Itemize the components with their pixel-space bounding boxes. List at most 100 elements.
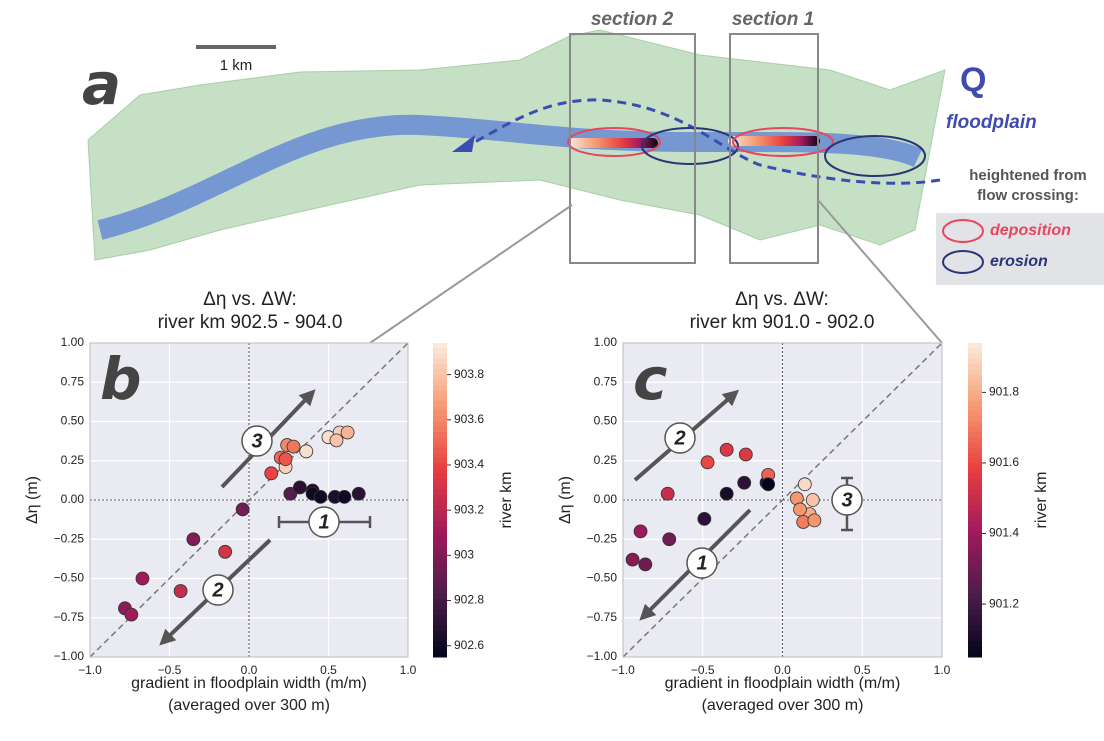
panel-label: c bbox=[633, 345, 667, 413]
y-tick-label: −0.25 bbox=[54, 531, 85, 545]
colorbar-cell bbox=[433, 604, 447, 611]
zoom-line bbox=[817, 199, 943, 344]
colorbar-cell bbox=[968, 505, 982, 511]
annotation-label: 1 bbox=[318, 511, 329, 533]
y-tick-label: 0.25 bbox=[594, 453, 618, 467]
colorbar-cell bbox=[433, 573, 447, 579]
legend-label: erosion bbox=[990, 253, 1048, 270]
map-panel: 1 km a section 2 section 1 Q floodplain … bbox=[82, 9, 1104, 344]
legend-label: deposition bbox=[990, 222, 1071, 239]
colorbar-cell bbox=[433, 421, 447, 428]
point bbox=[737, 475, 752, 490]
colorbar-cell bbox=[968, 395, 982, 402]
annotation-circle bbox=[831, 484, 863, 516]
colorbar-cell bbox=[968, 494, 982, 501]
colorbar-cell bbox=[433, 489, 447, 496]
point bbox=[719, 442, 734, 457]
y-tick-label: 0.25 bbox=[61, 453, 85, 467]
chart-subtitle: river km 902.5 - 904.0 bbox=[158, 312, 343, 333]
colorbar-cell bbox=[433, 500, 447, 506]
y-tick-label: 1.00 bbox=[61, 335, 85, 349]
colorbar-cell bbox=[433, 390, 447, 396]
colorbar-cell bbox=[433, 458, 447, 464]
colorbar-cell bbox=[433, 452, 447, 459]
colorbar-cell bbox=[433, 588, 447, 595]
colorbar-cell bbox=[968, 426, 982, 433]
x-tick-label: 0.5 bbox=[320, 663, 337, 677]
annotation-label: 1 bbox=[696, 552, 707, 574]
colorbar-tick-label: 901.6 bbox=[989, 455, 1019, 469]
colorbar-label: river km bbox=[1033, 472, 1050, 529]
point bbox=[793, 502, 807, 517]
colorbar-cell bbox=[968, 609, 982, 616]
point bbox=[625, 552, 640, 567]
colorbar-cell bbox=[968, 442, 982, 449]
point bbox=[719, 486, 734, 501]
colorbar-tick-label: 901.8 bbox=[989, 385, 1019, 399]
colorbar-cell bbox=[433, 431, 447, 438]
section-points bbox=[568, 138, 658, 148]
note: flow crossing: bbox=[977, 187, 1079, 204]
colorbar-cell bbox=[433, 520, 447, 527]
x-axis-label: (averaged over 300 m) bbox=[702, 697, 864, 714]
colorbar-tick-label: 901.2 bbox=[989, 596, 1019, 610]
colorbar-cell bbox=[968, 604, 982, 611]
y-tick-label: 0.75 bbox=[61, 374, 85, 388]
annotation-circle bbox=[241, 425, 273, 457]
x-axis-label: (averaged over 300 m) bbox=[168, 697, 330, 714]
y-tick-label: 0.50 bbox=[594, 414, 618, 428]
colorbar-cell bbox=[968, 437, 982, 443]
colorbar-cell bbox=[968, 416, 982, 422]
erosion-ellipse bbox=[824, 135, 926, 177]
x-tick-label: −0.5 bbox=[691, 663, 715, 677]
colorbar-cell bbox=[968, 515, 982, 522]
panel-label: b bbox=[100, 345, 142, 413]
colorbar-cell bbox=[968, 583, 982, 590]
point bbox=[340, 425, 355, 440]
colorbar-cell bbox=[968, 447, 982, 454]
section-box bbox=[729, 33, 819, 264]
colorbar-tick-label: 902.8 bbox=[454, 593, 484, 607]
scale-label: 1 km bbox=[220, 57, 253, 74]
colorbar-cell bbox=[968, 547, 982, 553]
colorbar-cell bbox=[968, 552, 982, 559]
colorbar-cell bbox=[968, 348, 982, 354]
point bbox=[329, 433, 344, 448]
colorbar-cell bbox=[968, 510, 982, 517]
point bbox=[235, 502, 250, 517]
colorbar-cell bbox=[433, 505, 447, 511]
colorbar-tick-label: 901.4 bbox=[989, 526, 1019, 540]
colorbar-cell bbox=[968, 636, 982, 642]
colorbar-cell bbox=[433, 651, 447, 658]
y-tick-label: −0.25 bbox=[587, 531, 618, 545]
colorbar-cell bbox=[433, 510, 447, 517]
colorbar-cell bbox=[968, 390, 982, 396]
colorbar-cell bbox=[433, 599, 447, 606]
zoom-line bbox=[369, 204, 573, 344]
colorbar-cell bbox=[968, 620, 982, 627]
point bbox=[135, 571, 150, 586]
deposition-ellipse bbox=[567, 127, 661, 157]
colorbar-cell bbox=[433, 562, 447, 569]
colorbar-cell bbox=[968, 630, 982, 637]
colorbar-cell bbox=[968, 646, 982, 653]
annotation-circle bbox=[202, 574, 234, 606]
colorbar-cell bbox=[968, 363, 982, 370]
point bbox=[313, 489, 328, 504]
y-tick-label: −0.75 bbox=[587, 610, 618, 624]
colorbar-cell bbox=[433, 583, 447, 590]
colorbar-cell bbox=[433, 630, 447, 637]
colorbar-cell bbox=[433, 374, 447, 381]
colorbar-cell bbox=[433, 578, 447, 585]
colorbar-cell bbox=[433, 552, 447, 559]
point bbox=[700, 455, 715, 470]
y-tick-label: 0.50 bbox=[61, 414, 85, 428]
flow-arrow bbox=[452, 135, 475, 152]
y-tick-label: 1.00 bbox=[594, 335, 618, 349]
section-label: section 1 bbox=[732, 9, 814, 30]
x-tick-label: 1.0 bbox=[934, 663, 951, 677]
colorbar-cell bbox=[968, 578, 982, 585]
colorbar-tick-label: 903.4 bbox=[454, 457, 484, 471]
x-tick-label: 0.5 bbox=[854, 663, 871, 677]
colorbar-cell bbox=[433, 594, 447, 600]
